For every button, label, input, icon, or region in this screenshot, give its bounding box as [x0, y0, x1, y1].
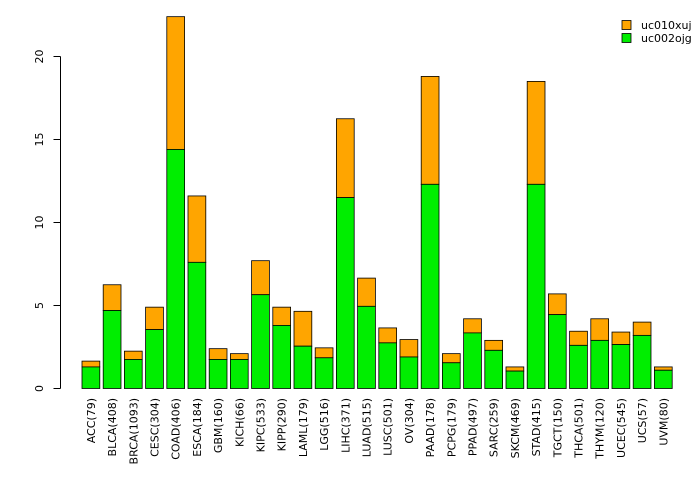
x-tick-label: SARC(259) [488, 398, 501, 457]
y-tick-label: 20 [33, 50, 46, 64]
y-tick-label: 15 [33, 133, 46, 147]
bar-segment [145, 329, 164, 389]
bar-segment [590, 318, 609, 341]
bar-segment [81, 366, 101, 389]
bar-segment [251, 294, 270, 389]
x-tick-label: SKCM(469) [509, 398, 522, 458]
x-tick-label: KIPC(533) [255, 398, 268, 452]
bar-segment [611, 331, 631, 345]
bar-segment [399, 339, 419, 358]
bar-segment [378, 342, 397, 389]
x-tick-label: ESCA(184) [191, 398, 204, 457]
bar-segment [548, 293, 567, 316]
bar-segment [229, 359, 249, 389]
x-tick-label: PCPG(179) [445, 398, 458, 457]
bar-segment [441, 353, 461, 364]
bar-segment [357, 305, 376, 389]
bar-segment [590, 339, 609, 389]
x-tick-label: LUSC(501) [382, 398, 395, 456]
y-tick-label: 10 [33, 216, 46, 230]
x-tick-label: THCA(501) [573, 398, 586, 459]
bar-segment [632, 334, 652, 389]
x-tick-label: UCEC(545) [615, 398, 628, 458]
bar-segment [124, 350, 143, 360]
bar-segment [166, 149, 186, 389]
bar-segment [548, 314, 567, 389]
y-tick-label: 5 [33, 302, 46, 309]
bar-segment [505, 366, 525, 372]
x-tick-label: PAAD(178) [424, 398, 437, 457]
bar-segment [187, 261, 207, 389]
bar-segment [272, 306, 291, 326]
bar-segment [229, 353, 249, 360]
bar-segment [357, 277, 376, 307]
bar-segment [102, 284, 122, 311]
bar-segment [293, 310, 313, 347]
x-tick-label: STAD(415) [530, 398, 543, 456]
bar-segment [314, 357, 334, 389]
bar-segment [208, 348, 228, 360]
x-tick-label: PPAD(497) [467, 398, 480, 456]
bar-segment [399, 356, 419, 389]
bar-segment [208, 359, 228, 389]
x-tick-label: GBM(160) [212, 398, 225, 453]
bar-segment [463, 318, 482, 334]
bar-segment [314, 347, 334, 359]
bar-segment [187, 195, 207, 263]
bar-segment [335, 197, 355, 389]
x-tick-label: OV(304) [403, 398, 416, 444]
bar-segment [251, 260, 270, 296]
bar-segment [569, 344, 588, 389]
x-tick-label: LUAD(515) [361, 398, 374, 457]
x-tick-label: ACC(79) [85, 398, 98, 443]
bar-segment [526, 183, 546, 389]
legend-label: uc010xuj [641, 19, 692, 32]
bar-segment [272, 325, 291, 389]
x-tick-label: UCS(57) [636, 398, 649, 443]
x-tick-label: LAML(179) [297, 398, 310, 457]
x-tick-label: UVM(80) [657, 398, 670, 446]
bar-segment [569, 330, 588, 346]
y-axis: 0 5 10 15 20 [33, 50, 61, 392]
bar-segment [526, 81, 546, 185]
bar-segment [420, 183, 440, 389]
legend-swatch [621, 33, 632, 43]
bar-segment [166, 16, 186, 150]
x-axis-labels: ACC(79) BLCA(408) BRCA(1093) CESC(304) COAD(… [85, 398, 670, 464]
bar-segment [611, 344, 631, 389]
bar-segment [463, 332, 482, 389]
x-tick-label: LIHC(371) [339, 398, 352, 453]
x-tick-label: COAD(406) [170, 398, 183, 460]
bar-segment [145, 306, 164, 330]
bar-segment [124, 359, 143, 389]
x-tick-label: KIPP(290) [276, 398, 289, 451]
bar-segment [335, 118, 355, 198]
legend-swatch [621, 20, 632, 30]
bar-segment [441, 362, 461, 389]
x-tick-label: TGCT(150) [551, 398, 564, 458]
bar-segment [420, 76, 440, 185]
legend-label: uc002ojg [641, 32, 692, 45]
bar-segment [102, 310, 122, 389]
bar-segment [484, 349, 503, 389]
x-tick-label: BRCA(1093) [127, 398, 140, 464]
x-tick-label: LGG(516) [318, 398, 331, 451]
bar-segment [632, 321, 652, 336]
y-tick-label: 0 [33, 385, 46, 392]
x-tick-label: KICH(66) [233, 398, 246, 447]
x-tick-label: BLCA(408) [106, 398, 119, 456]
bar-segment [654, 369, 673, 389]
x-tick-label: CESC(304) [149, 398, 162, 457]
x-tick-label: THYM(120) [594, 398, 607, 460]
bars [81, 16, 673, 389]
bar-segment [293, 345, 313, 389]
bar-segment [378, 327, 397, 344]
bar-segment [484, 339, 503, 351]
bar-segment [505, 370, 525, 389]
bar-segment [81, 360, 101, 368]
bar-segment [654, 366, 673, 371]
